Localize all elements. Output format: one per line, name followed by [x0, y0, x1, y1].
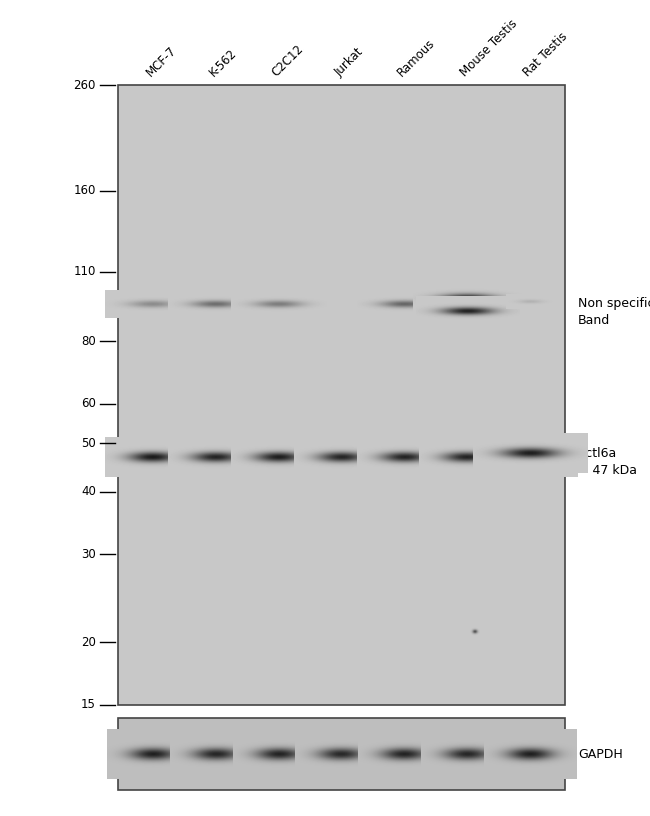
Text: C2C12: C2C12	[270, 42, 306, 79]
Text: 160: 160	[73, 184, 96, 197]
Text: K-562: K-562	[207, 47, 239, 79]
Text: GAPDH: GAPDH	[578, 747, 623, 761]
Text: Rat Testis: Rat Testis	[521, 30, 570, 79]
Text: 260: 260	[73, 78, 96, 91]
Text: 110: 110	[73, 265, 96, 278]
Text: Jurkat: Jurkat	[332, 46, 366, 79]
Text: MCF-7: MCF-7	[144, 44, 179, 79]
Text: Ramous: Ramous	[395, 36, 438, 79]
Text: 30: 30	[81, 548, 96, 561]
Text: 50: 50	[81, 437, 96, 450]
Bar	[118, 718, 565, 790]
Text: 60: 60	[81, 397, 96, 410]
Text: 40: 40	[81, 486, 96, 499]
Bar	[118, 85, 565, 705]
Text: Mouse Testis: Mouse Testis	[458, 17, 520, 79]
Text: Actl6a
~ 47 kDa: Actl6a ~ 47 kDa	[578, 446, 637, 477]
Text: 80: 80	[81, 335, 96, 348]
Text: 20: 20	[81, 636, 96, 649]
Text: Non specific
Band: Non specific Band	[578, 297, 650, 327]
Text: 15: 15	[81, 698, 96, 712]
